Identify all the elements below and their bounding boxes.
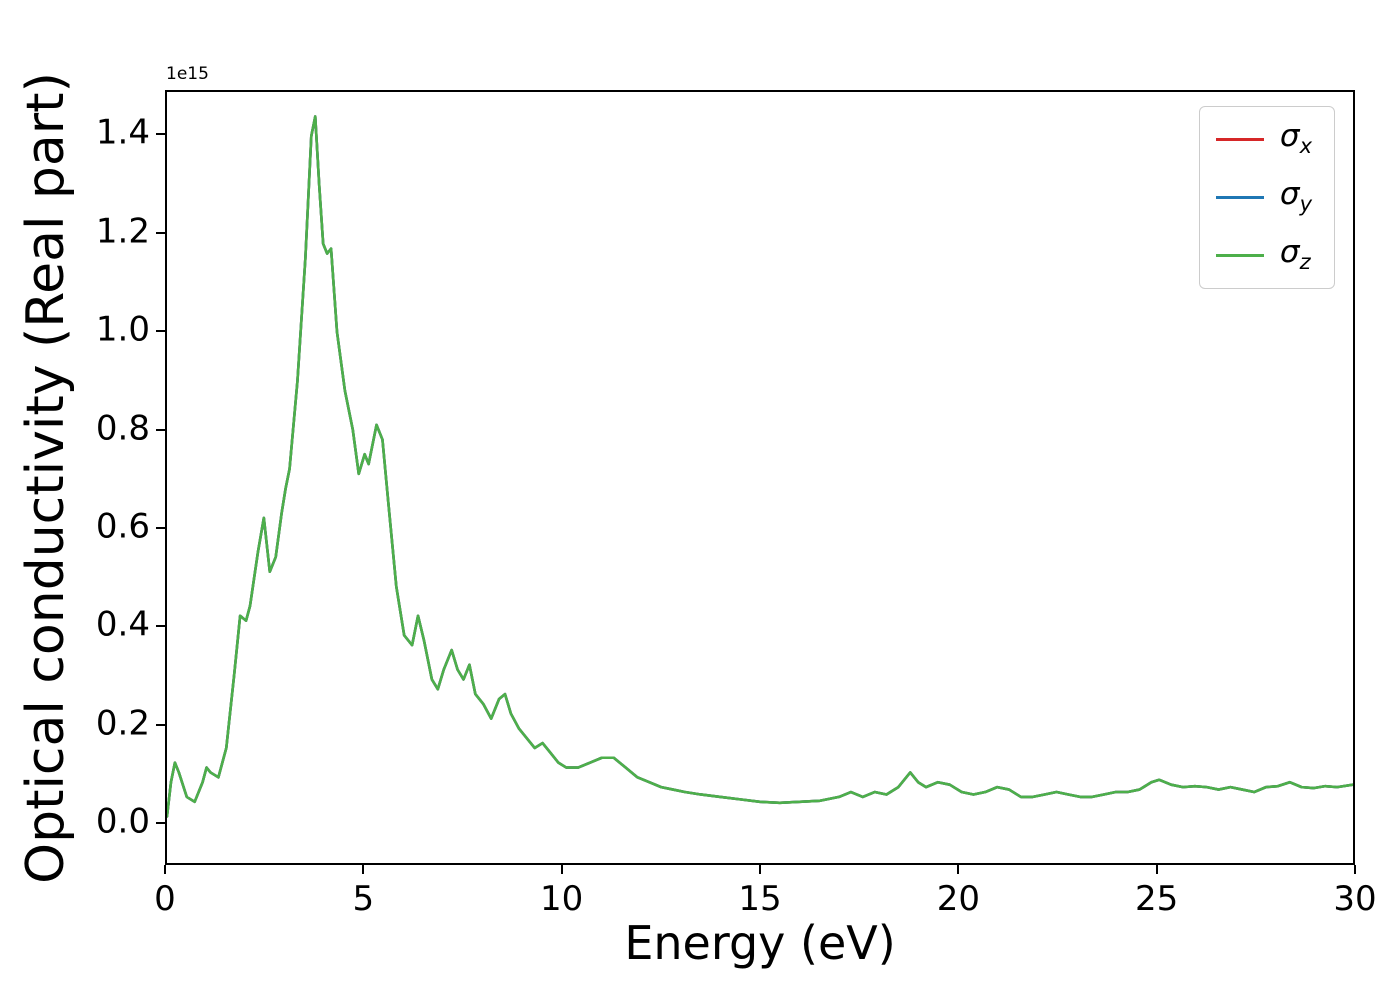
y-axis-label: Optical conductivity (Real part) — [16, 72, 76, 884]
x-axis-label: Energy (eV) — [624, 916, 896, 970]
legend-label-sigma-x: σx — [1279, 118, 1312, 159]
x-tick-mark — [759, 865, 761, 874]
x-tick-label: 30 — [1333, 879, 1377, 919]
legend-item-sigma-z: σz — [1215, 234, 1312, 275]
series-line-sigma-z — [167, 115, 1353, 818]
y-tick-mark — [156, 428, 165, 431]
plot-area: σx σy σz — [165, 90, 1355, 865]
x-tick-label: 5 — [352, 879, 375, 919]
y-tick-label: 1.2 — [95, 211, 150, 252]
y-tick-label: 0.2 — [95, 703, 150, 744]
y-tick-mark — [156, 723, 165, 726]
y-tick-label: 0.8 — [95, 407, 150, 448]
x-tick-mark — [362, 865, 365, 874]
x-tick-mark — [1354, 865, 1356, 874]
legend-label-sigma-z: σz — [1279, 234, 1311, 275]
y-tick-mark — [156, 625, 165, 628]
x-tick-mark — [957, 865, 960, 874]
x-tick-mark — [164, 865, 166, 874]
y-tick-mark — [156, 133, 165, 136]
y-tick-mark — [156, 822, 165, 825]
y-tick-label: 1.0 — [95, 309, 150, 350]
series-line-sigma-x — [167, 115, 1353, 818]
x-tick-label: 15 — [738, 879, 782, 919]
legend-line-sample-sigma-x — [1215, 137, 1264, 141]
legend-line-sample-sigma-y — [1215, 195, 1264, 199]
legend-item-sigma-x: σx — [1215, 118, 1312, 159]
y-tick-label: 0.0 — [95, 801, 150, 842]
plot-canvas — [167, 115, 1353, 818]
x-tick-mark — [560, 865, 563, 874]
legend: σx σy σz — [1198, 106, 1335, 289]
x-tick-mark — [1155, 865, 1158, 874]
y-tick-mark — [156, 231, 165, 234]
x-tick-label: 25 — [1135, 879, 1179, 919]
series-line-sigma-y — [167, 115, 1353, 818]
y-tick-mark — [156, 330, 165, 333]
y-tick-label: 0.6 — [95, 506, 150, 547]
y-axis-offset-text: 1e15 — [166, 64, 209, 84]
y-tick-label: 0.4 — [95, 604, 150, 645]
legend-item-sigma-y: σy — [1215, 176, 1312, 217]
x-tick-label: 20 — [936, 879, 980, 919]
y-tick-label: 1.4 — [95, 112, 150, 153]
legend-label-sigma-y: σy — [1279, 176, 1312, 217]
x-tick-label: 10 — [540, 879, 584, 919]
y-tick-mark — [156, 526, 165, 529]
legend-line-sample-sigma-z — [1215, 253, 1264, 257]
x-tick-label: 0 — [154, 879, 176, 919]
